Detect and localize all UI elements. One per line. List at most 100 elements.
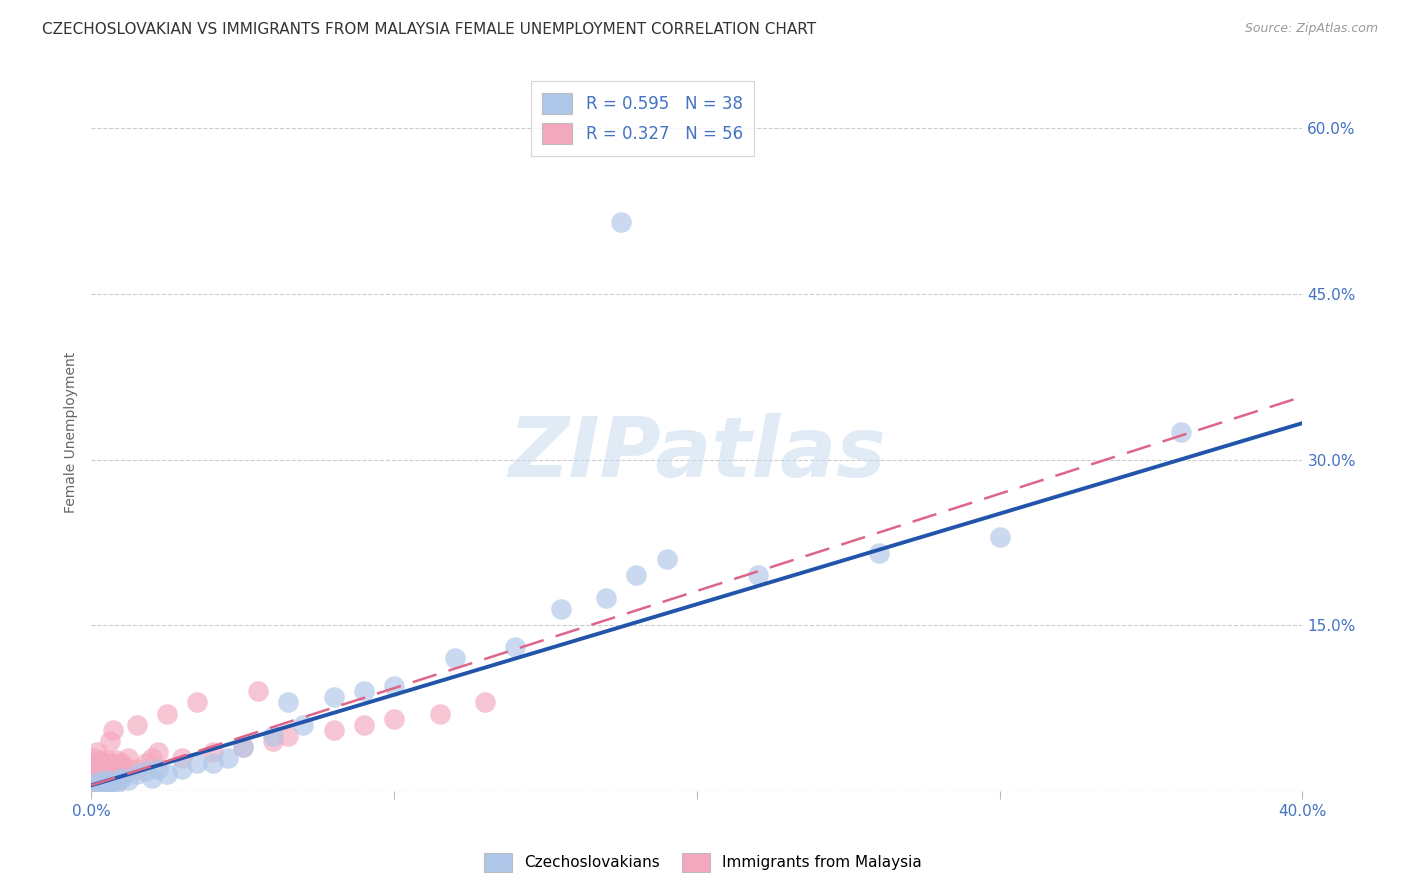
Point <box>595 591 617 605</box>
Point <box>146 745 169 759</box>
Point <box>107 756 129 771</box>
Point <box>141 750 163 764</box>
Text: ZIPatlas: ZIPatlas <box>508 413 886 494</box>
Y-axis label: Female Unemployment: Female Unemployment <box>65 351 79 513</box>
Point <box>96 753 118 767</box>
Point <box>186 696 208 710</box>
Point <box>104 764 127 778</box>
Point <box>217 750 239 764</box>
Point <box>117 750 139 764</box>
Point <box>443 651 465 665</box>
Point <box>80 775 103 789</box>
Point <box>322 690 344 704</box>
Point <box>1170 425 1192 439</box>
Point <box>382 712 405 726</box>
Point <box>474 696 496 710</box>
Point <box>93 772 115 787</box>
Point <box>503 640 526 655</box>
Point <box>98 764 121 778</box>
Point <box>610 215 633 229</box>
Legend: Czechoslovakians, Immigrants from Malaysia: Czechoslovakians, Immigrants from Malays… <box>477 845 929 880</box>
Point <box>111 767 134 781</box>
Point <box>292 717 315 731</box>
Point <box>156 767 179 781</box>
Point <box>98 771 121 785</box>
Point <box>868 546 890 560</box>
Point <box>277 696 299 710</box>
Point <box>135 756 157 771</box>
Point <box>626 568 648 582</box>
Point <box>655 552 678 566</box>
Point <box>98 734 121 748</box>
Point <box>83 762 105 776</box>
Point <box>125 762 148 776</box>
Point <box>101 775 124 789</box>
Point <box>89 771 111 785</box>
Point <box>86 771 108 785</box>
Point <box>135 764 157 778</box>
Point <box>107 772 129 787</box>
Point <box>101 723 124 737</box>
Point <box>89 762 111 776</box>
Point <box>353 684 375 698</box>
Point <box>146 762 169 776</box>
Point <box>83 778 105 792</box>
Point <box>125 717 148 731</box>
Point <box>86 775 108 789</box>
Point <box>101 767 124 781</box>
Point <box>89 777 111 791</box>
Point <box>201 745 224 759</box>
Point <box>262 729 284 743</box>
Point <box>201 756 224 771</box>
Point <box>104 771 127 785</box>
Point <box>262 734 284 748</box>
Point <box>89 777 111 791</box>
Point <box>80 767 103 781</box>
Point <box>156 706 179 721</box>
Point <box>117 762 139 776</box>
Point <box>98 756 121 771</box>
Point <box>86 745 108 759</box>
Point <box>277 729 299 743</box>
Text: CZECHOSLOVAKIAN VS IMMIGRANTS FROM MALAYSIA FEMALE UNEMPLOYMENT CORRELATION CHAR: CZECHOSLOVAKIAN VS IMMIGRANTS FROM MALAY… <box>42 22 817 37</box>
Point <box>550 601 572 615</box>
Point <box>93 767 115 781</box>
Point <box>117 772 139 787</box>
Point <box>141 771 163 785</box>
Point <box>96 772 118 787</box>
Point <box>107 767 129 781</box>
Point <box>246 684 269 698</box>
Point <box>98 773 121 788</box>
Point <box>172 750 194 764</box>
Point <box>104 777 127 791</box>
Point <box>322 723 344 737</box>
Point <box>80 756 103 771</box>
Point <box>101 759 124 773</box>
Point <box>232 739 254 754</box>
Point <box>86 775 108 789</box>
Text: Source: ZipAtlas.com: Source: ZipAtlas.com <box>1244 22 1378 36</box>
Point <box>104 753 127 767</box>
Point <box>172 762 194 776</box>
Point <box>89 753 111 767</box>
Point <box>232 739 254 754</box>
Point <box>111 756 134 771</box>
Point <box>83 750 105 764</box>
Point <box>96 764 118 778</box>
Point <box>988 530 1011 544</box>
Point <box>111 771 134 785</box>
Point <box>382 679 405 693</box>
Point <box>93 772 115 787</box>
Point <box>93 756 115 771</box>
Point <box>86 756 108 771</box>
Point <box>429 706 451 721</box>
Point <box>86 764 108 778</box>
Legend: R = 0.595   N = 38, R = 0.327   N = 56: R = 0.595 N = 38, R = 0.327 N = 56 <box>530 81 755 156</box>
Point <box>747 568 769 582</box>
Point <box>83 772 105 787</box>
Point <box>186 756 208 771</box>
Point <box>125 767 148 781</box>
Point <box>83 778 105 792</box>
Point <box>353 717 375 731</box>
Point <box>96 776 118 790</box>
